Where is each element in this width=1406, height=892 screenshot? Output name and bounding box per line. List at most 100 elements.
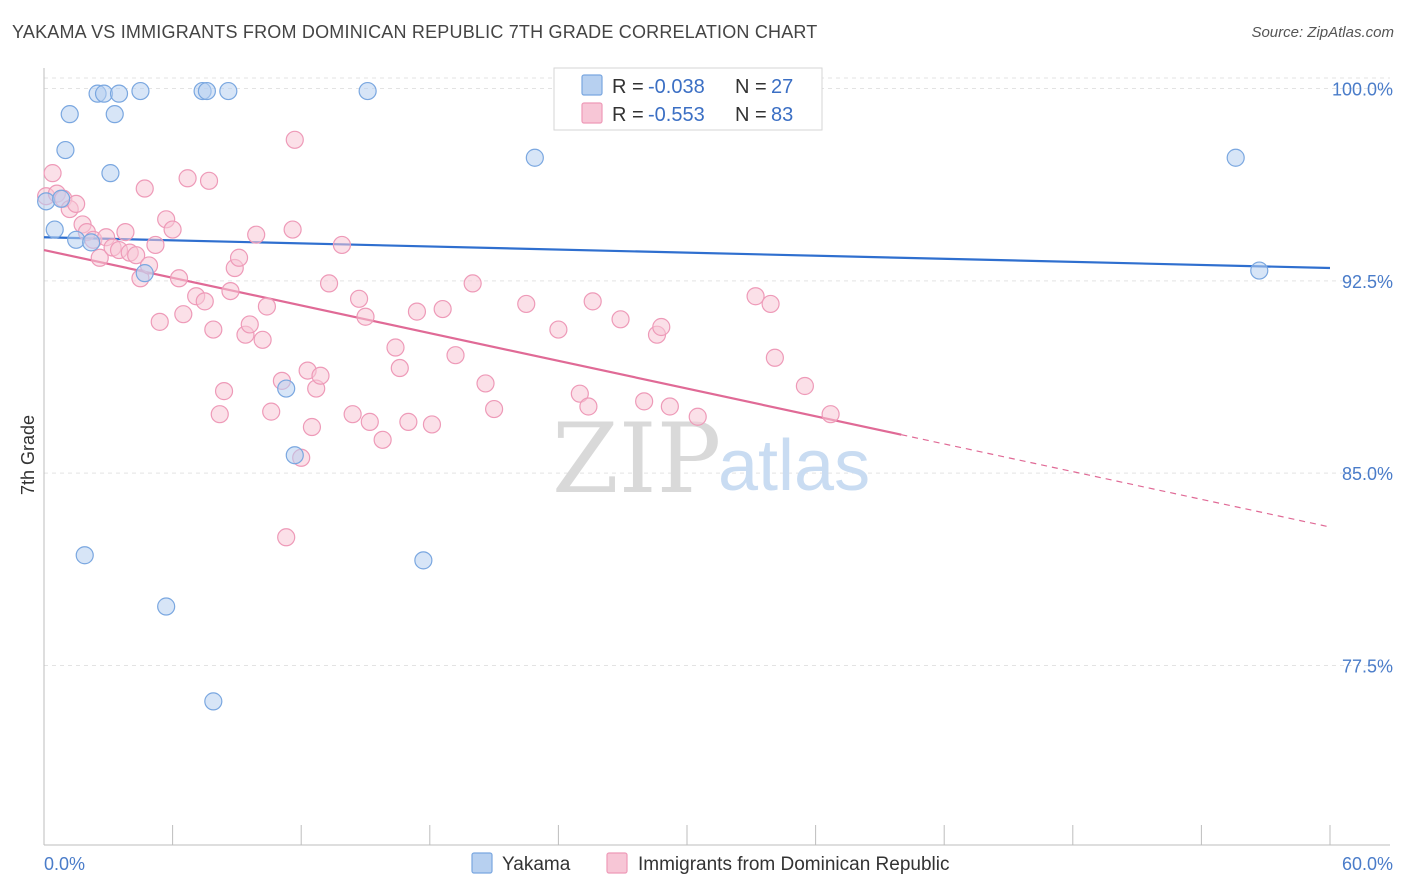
dominican-point-72 [611,310,630,329]
yakama-point-13 [131,81,150,101]
dominican-point-20 [150,312,169,331]
dominican-point-79 [761,294,780,314]
chart-title: YAKAMA VS IMMIGRANTS FROM DOMINICAN REPU… [12,22,818,42]
dominican-point-82 [821,405,840,424]
yakama-point-10 [101,164,120,183]
dominican-point-25 [178,169,197,188]
dominican-point-51 [332,235,352,255]
legend-r-label-yakama: R = [612,76,644,98]
legend-swatch-yakama [581,74,603,96]
dominican-point-40 [262,402,281,421]
yakama-point-3 [56,140,75,160]
dominican-point-22 [163,220,182,239]
dominican-point-64 [463,274,482,293]
dominican-point-42 [277,528,296,547]
dominican-point-37 [247,225,266,244]
series-legend: Yakama Immigrants from Dominican Republi… [471,852,950,875]
yakama-point-2 [52,189,71,208]
dominican-point-80 [765,348,784,367]
y-tick-labels: 77.5% 85.0% 92.5% 100.0% [1332,80,1393,677]
dominican-point-55 [360,412,379,431]
yakama-point-15 [157,597,176,616]
dominican-point-57 [386,338,405,357]
dominican-point-53 [349,289,369,308]
yakama-point-12 [109,84,129,103]
yakama-point-18 [204,692,223,711]
dominican-point-43 [283,220,302,239]
yakama-point-5 [67,230,86,249]
yakama-point-4 [60,105,79,124]
legend-n-label-yakama: N = [735,76,767,98]
yakama-point-23 [414,551,433,570]
dominican-point-69 [570,384,589,403]
dominican-point-63 [446,346,465,365]
dominican-point-39 [257,297,277,316]
dominican-point-30 [210,405,229,424]
yakama-point-7 [82,233,101,252]
dominican-point-1 [43,164,62,183]
dominican-point-73 [635,392,654,411]
watermark-atlas: atlas [718,426,870,506]
dominican-point-76 [660,397,679,416]
dominican-point-61 [422,415,442,434]
y-tick-label-1: 85.0% [1342,464,1393,484]
series-legend-swatch-yakama [471,852,493,874]
dominican-point-36 [240,315,259,334]
dominican-point-70 [579,397,598,416]
yakama-point-25 [1226,148,1245,167]
yakama-point-20 [277,379,296,398]
dominican-point-29 [204,320,223,339]
y-tick-label-2: 92.5% [1342,272,1393,292]
source-credit: Source: ZipAtlas.com [1251,24,1394,41]
dominican-point-15 [127,246,146,265]
dominican-trend-extension [901,434,1331,528]
legend-swatch-dominican [581,102,603,124]
dominican-point-32 [221,281,240,301]
dominican-point-52 [343,405,362,424]
y-axis-label: 7th Grade [18,415,38,495]
dominican-point-34 [229,248,249,267]
dominican-point-75 [652,317,671,337]
dominican-point-67 [517,294,536,314]
dominican-point-47 [302,417,322,437]
dominican-point-66 [485,399,504,419]
watermark: ZIP atlas [552,403,870,515]
dominican-point-71 [583,292,602,311]
dominican-point-17 [135,179,154,198]
dominican-point-49 [311,366,330,385]
dominican-point-13 [116,223,135,242]
legend-n-value-yakama: 27 [771,76,793,98]
grid-lines [44,77,1390,666]
x-tick-label-min: 0.0% [44,854,85,874]
series-legend-label-dominican: Immigrants from Dominican Republic [638,854,950,875]
dominican-point-28 [199,171,219,190]
dominican-point-19 [146,235,165,255]
yakama-point-14 [135,264,154,283]
yakama-point-24 [525,148,544,167]
dominican-point-27 [195,292,214,311]
dominican-point-50 [319,274,339,293]
y-tick-label-3: 100.0% [1332,80,1393,100]
dominican-point-81 [795,376,814,396]
dominican-point-77 [688,407,707,426]
dominican-point-56 [373,430,392,449]
series-legend-swatch-dominican [606,852,628,874]
dominican-point-62 [433,299,452,319]
dominican-point-78 [746,287,765,306]
data-points [37,81,1269,711]
legend-n-label-dominican: N = [735,104,767,126]
dominican-point-58 [390,358,409,378]
yakama-point-6 [75,546,94,565]
dominican-point-44 [285,130,304,149]
legend-n-value-dominican: 83 [771,104,793,126]
legend-r-label-dominican: R = [612,104,644,126]
dominican-point-54 [356,307,375,326]
yakama-point-11 [105,105,124,124]
yakama-point-26 [1250,261,1269,280]
dominican-point-68 [549,320,568,339]
series-legend-label-yakama: Yakama [502,854,571,875]
dominican-point-59 [399,412,418,431]
dominican-point-60 [407,302,427,321]
dominican-point-65 [476,374,495,393]
